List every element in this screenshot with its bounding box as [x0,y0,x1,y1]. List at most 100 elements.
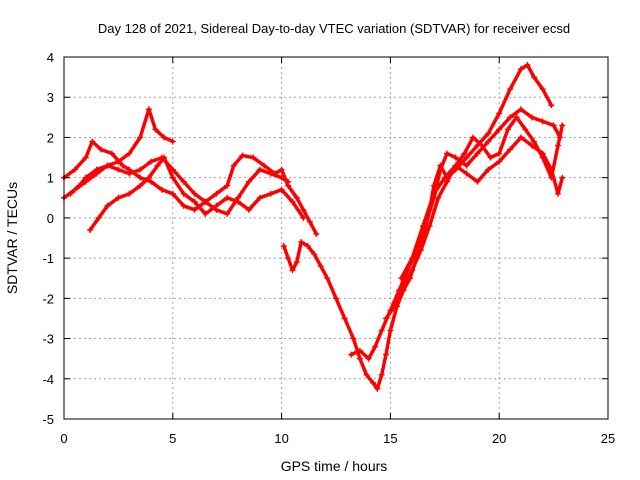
data-point [256,194,263,201]
grid-lines [64,57,608,419]
data-point [119,162,126,169]
data-point [507,146,514,153]
data-point [289,267,296,274]
data-point [145,174,152,181]
data-point [126,170,133,177]
data-point [261,162,268,169]
series-3 [67,154,292,217]
data-point [224,194,231,201]
data-point [145,106,152,113]
data-point [443,178,450,185]
data-point [108,150,115,157]
data-point [82,154,89,161]
data-point [504,126,511,133]
data-point [169,138,176,145]
data-point [356,347,363,354]
data-point [333,295,339,302]
data-point [293,259,300,266]
data-point [230,162,237,169]
data-point [245,206,252,213]
y-tick-label: 3 [47,90,54,105]
data-point [474,178,481,185]
y-tick-label: -3 [42,332,54,347]
data-point [463,162,470,169]
data-point [245,178,252,185]
data-point [356,355,363,362]
data-point [278,166,285,173]
x-tick-label: 10 [274,431,288,446]
x-axis-label: GPS time / hours [281,458,388,474]
x-tick-label: 5 [169,431,176,446]
data-point [350,335,357,342]
data-point [213,190,220,197]
data-point [485,166,492,173]
data-point [280,243,287,250]
data-point [169,166,176,173]
data-point [89,138,96,145]
x-tick-label: 0 [60,431,67,446]
data-point [224,182,231,189]
data-point [524,62,531,69]
data-point [507,114,514,121]
data-point [496,158,503,165]
data-point [496,110,503,117]
data-point [452,154,459,161]
data-point [548,166,555,173]
data-point [137,182,144,189]
data-point [513,114,520,121]
data-point [378,327,385,334]
data-point [313,230,320,237]
data-point [437,166,444,173]
data-point [463,154,470,161]
data-point [417,247,424,254]
data-point [365,355,372,362]
data-point [548,102,555,109]
data-point [169,190,176,197]
data-point [539,150,546,157]
chart-title: Day 128 of 2021, Sidereal Day-to-day VTE… [98,21,570,36]
data-point [298,239,305,246]
data-point [235,194,242,201]
data-point [137,174,144,181]
data-point [400,283,407,290]
data-point [191,206,198,213]
data-point [324,275,331,282]
data-point [487,154,494,161]
series-trace [68,155,290,216]
data-point [300,214,307,221]
data-point [539,118,546,125]
data-point [517,134,524,141]
data-point [289,198,296,205]
data-point [317,263,324,270]
data-point [87,226,94,233]
data-point [517,66,524,73]
data-point [363,371,370,378]
data-point [559,174,566,181]
data-point [420,222,427,229]
data-point [191,198,198,205]
data-point [126,150,133,157]
data-point [180,178,187,185]
data-point [554,142,561,149]
y-axis-label: SDTVAR / TECUs [4,182,20,294]
series-trace [62,107,175,200]
data-point [485,130,492,137]
data-point [528,114,535,121]
data-point [148,158,155,165]
data-point [426,222,433,229]
data-point [378,371,385,378]
data-point [158,154,165,161]
data-point [341,315,348,322]
data-point [306,218,313,225]
data-point [152,126,159,133]
x-tick-label: 15 [383,431,397,446]
data-point [278,174,285,181]
y-tick-label: 4 [47,50,54,65]
x-tick-label: 25 [601,431,615,446]
series-trace [88,155,306,232]
plot-frame [63,56,609,420]
data-point [348,351,355,358]
data-point [97,146,104,153]
data-point [507,86,514,93]
data-point [300,206,307,213]
